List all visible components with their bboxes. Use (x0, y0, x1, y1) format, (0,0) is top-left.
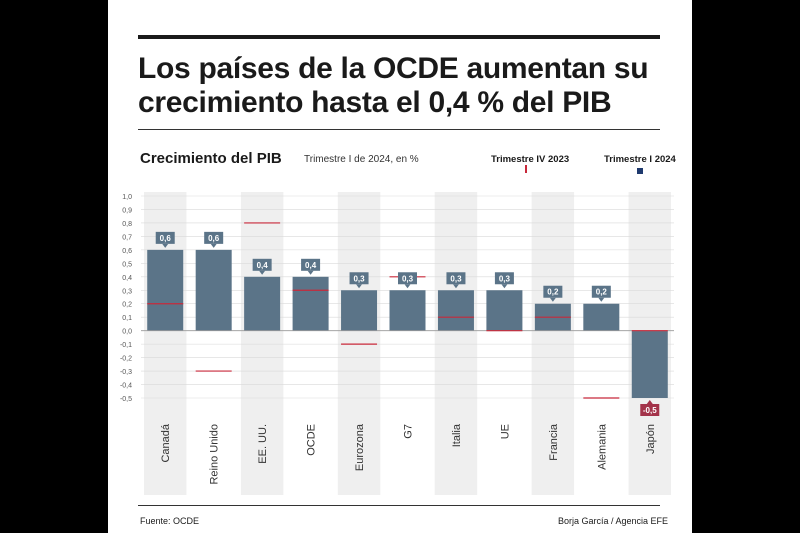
category-label: Canadá (160, 423, 172, 462)
y-tick-label: 0,7 (122, 234, 132, 241)
column-band (337, 192, 381, 495)
bar (437, 290, 474, 331)
y-tick-label: -0,3 (120, 369, 132, 376)
data-label: 0,2 (547, 288, 559, 297)
legend-previous-label: Trimestre IV 2023 (491, 154, 570, 165)
y-tick-label: -0,4 (120, 383, 132, 390)
category-label: OCDE (306, 424, 318, 456)
category-label: EE. UU. (257, 424, 269, 464)
data-label: 0,3 (402, 274, 414, 283)
data-label: -0,5 (643, 406, 657, 415)
credit-note: Borja García / Agencia EFE (557, 516, 668, 526)
data-label: 0,4 (305, 261, 317, 270)
category-label: Reino Unido (209, 424, 221, 485)
category-label: Eurozona (354, 423, 366, 471)
data-label-pointer (404, 284, 411, 289)
y-tick-label: 0,9 (122, 207, 132, 214)
data-label-box (155, 231, 175, 244)
column-band (531, 192, 575, 495)
bar (389, 290, 426, 331)
top-rule (138, 35, 660, 39)
data-label-box (398, 272, 417, 285)
category-label: G7 (403, 424, 415, 439)
chart-title: Crecimiento del PIB (140, 150, 282, 167)
data-label-box (494, 272, 514, 285)
bar (195, 249, 232, 331)
category-label: Francia (548, 423, 560, 461)
data-label: 0,3 (499, 274, 511, 283)
gdp-bar-chart: 1,0 0,9 0,8 0,7 0,6 0,5 0,4 0,3 0,2 0,1 0,0 -0,1 -0,… (120, 192, 674, 495)
data-label-box (591, 285, 611, 298)
y-tick-label: 0,1 (122, 315, 132, 322)
y-tick-label: 0,2 (122, 302, 132, 309)
category-label: Italia (451, 423, 463, 447)
source-note: Fuente: OCDE (140, 516, 200, 526)
data-label-pointer (307, 270, 314, 275)
data-label-box (204, 231, 224, 244)
bar (292, 276, 329, 331)
legend-current-label: Trimestre I 2024 (604, 154, 676, 165)
data-label: 0,2 (596, 288, 608, 297)
data-label-box (252, 258, 272, 271)
data-label-box (446, 272, 466, 285)
data-label-pointer (356, 284, 363, 289)
data-label-box (349, 272, 369, 285)
bar (244, 276, 281, 331)
category-label: Alemania (596, 423, 608, 470)
bar (341, 290, 378, 331)
data-label: 0,3 (353, 274, 365, 283)
headline-divider (138, 129, 660, 130)
y-tick-label: 0,5 (122, 261, 132, 268)
y-tick-label: 0,3 (122, 288, 132, 295)
column-band (434, 192, 478, 495)
data-label: 0,3 (450, 274, 462, 283)
data-label-box (640, 404, 660, 416)
y-tick-label: 1,0 (122, 194, 132, 201)
data-label-pointer (162, 243, 169, 248)
column-band (240, 192, 284, 495)
data-label-pointer (501, 284, 508, 289)
bar (147, 249, 184, 331)
category-label: Japón (645, 424, 657, 454)
category-label: UE (499, 424, 511, 439)
legend-current-swatch (637, 168, 643, 174)
y-tick-label: -0,2 (120, 356, 132, 363)
headline: Los países de la OCDE aumentan su crecim… (138, 52, 649, 119)
data-label-pointer (452, 284, 459, 289)
bar (631, 330, 668, 398)
chart-subtitle: Trimestre I de 2024, en % (304, 154, 419, 165)
data-label: 0,6 (160, 234, 172, 243)
data-label-box (301, 258, 321, 271)
data-label-pointer (549, 297, 556, 302)
y-tick-label: 0,0 (122, 329, 132, 336)
y-tick-label: -0,5 (120, 396, 132, 403)
y-tick-label: 0,8 (122, 221, 132, 228)
data-label: 0,6 (208, 234, 220, 243)
y-tick-label: -0,1 (120, 342, 132, 349)
data-label: 0,4 (257, 261, 269, 270)
y-tick-label: 0,6 (122, 248, 132, 255)
y-tick-label: 0,4 (122, 275, 132, 282)
infographic-card: Los países de la OCDE aumentan su crecim… (108, 0, 692, 533)
data-label-pointer (598, 297, 605, 302)
data-label-pointer (259, 270, 266, 275)
legend-previous-marker (525, 165, 527, 173)
bar (486, 290, 523, 331)
data-label-pointer (210, 243, 217, 248)
data-label-pointer (646, 400, 653, 404)
bar (583, 303, 620, 331)
footer-divider (138, 505, 660, 506)
data-label-box (543, 285, 563, 298)
